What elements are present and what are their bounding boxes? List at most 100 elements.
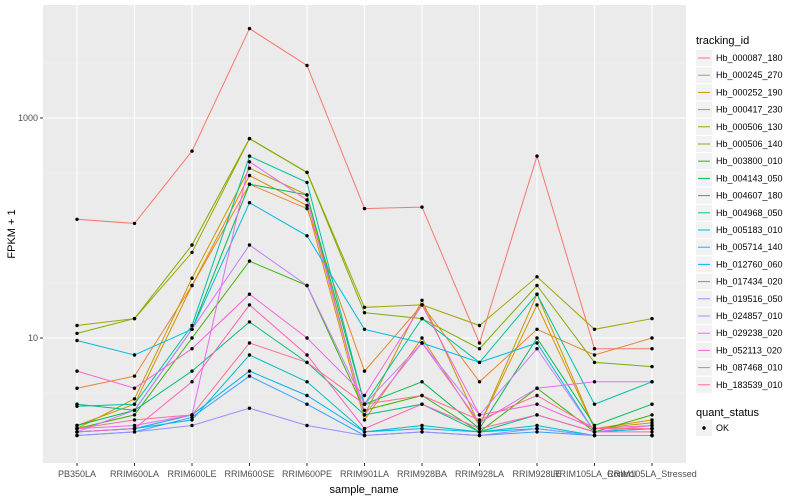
data-point [247,353,252,357]
data-point [190,327,194,331]
data-point [132,413,137,417]
data-point [535,303,539,307]
x-tick-label: RRIM600LE [167,469,216,479]
y-tick-label: 1000 [18,113,38,123]
data-point [420,336,424,340]
data-point [477,423,482,428]
data-point [190,250,194,255]
data-point [362,433,367,438]
data-point [592,423,597,428]
data-point [190,243,194,247]
data-point [535,423,539,428]
data-point [535,393,539,398]
data-point [75,423,79,428]
legend-label: Hb_000087_180 [716,53,783,63]
data-point [305,193,309,197]
data-point [592,360,597,365]
data-point [305,353,309,357]
data-point [420,430,424,434]
data-point [592,402,597,406]
data-point [477,426,482,431]
data-point [477,418,482,422]
y-tick-label: 10 [28,333,38,343]
data-point [132,353,137,357]
legend-label: Hb_005183_010 [716,225,783,235]
x-tick-label: RRIM901LA [340,469,389,479]
data-point [247,173,252,178]
data-point [305,423,309,428]
data-point [477,323,482,328]
data-point [535,430,539,434]
data-point [477,421,482,425]
data-point [305,170,309,175]
data-point [592,430,597,434]
data-point [592,327,597,331]
data-point [535,154,539,158]
data-point [650,347,654,351]
data-point [420,205,424,209]
data-point [305,402,309,406]
legend-label: Hb_000252_190 [716,87,783,97]
x-axis: PB350LA RRIM600LA RRIM600LE RRIM600SE RRIM60… [58,463,697,479]
data-point [535,327,539,331]
legend-label: Hb_003800_010 [716,156,783,166]
data-point [75,386,79,390]
legend-label: Hb_012760_060 [716,259,783,269]
legend-label: Hb_019516_050 [716,294,783,304]
data-point [247,292,252,296]
data-point [190,276,194,280]
x-tick-label: RRIM600SE [224,469,274,479]
data-point [592,353,597,357]
data-point [305,180,309,185]
data-point [132,418,137,422]
x-tick-label: RRIM600LA [110,469,159,479]
legend-label: Hb_000245_270 [716,70,783,80]
data-point [305,393,309,398]
legend-label: Hb_004607_180 [716,191,783,201]
data-point [420,341,424,345]
data-point [535,336,539,340]
data-point [650,402,654,406]
data-point [75,331,79,336]
grid-lines [43,5,686,463]
x-tick-label: RRIM928BA [397,469,447,479]
data-point [247,341,252,345]
data-point [247,182,252,186]
data-point [305,360,309,365]
data-point [75,430,79,434]
data-point [420,402,424,406]
data-point [650,336,654,340]
data-point [132,386,137,390]
data-point [75,217,79,221]
x-tick-label: RRIM600PE [282,469,332,479]
data-point [190,283,194,288]
data-point [190,149,194,153]
data-point [132,221,137,226]
legend-label: Hb_004968_050 [716,208,783,218]
data-point [650,430,654,434]
data-point [75,433,79,438]
data-point [190,418,194,422]
data-point [190,423,194,428]
data-point [132,402,137,406]
data-point [190,347,194,351]
data-point [247,406,252,410]
data-point [305,203,309,208]
data-point [362,305,367,309]
legend-label: Hb_029238_020 [716,328,783,338]
data-point [132,426,137,431]
legend-label: Hb_004143_050 [716,173,783,183]
data-point [650,423,654,428]
legend-label: Hb_183539_010 [716,380,783,390]
data-point [420,303,424,307]
data-point [477,347,482,351]
data-point [75,404,79,408]
data-point [247,26,252,31]
legend-title: tracking_id [696,35,749,47]
data-point [247,166,252,170]
x-tick-label: RRIM928LA [455,469,504,479]
data-point [132,316,137,321]
y-axis-title: FPKM + 1 [6,209,18,258]
data-point [305,234,309,238]
